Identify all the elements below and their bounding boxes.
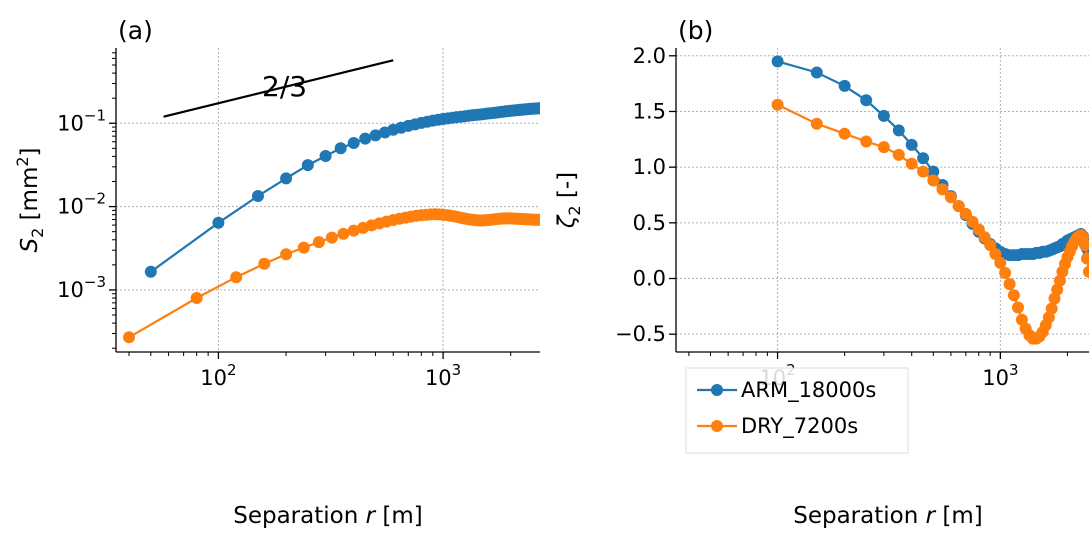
data-point-dry-7200s xyxy=(533,213,540,226)
series-line-arm-18000s xyxy=(777,60,1089,257)
data-point-dry-7200s xyxy=(312,236,325,249)
data-point-arm-18000s xyxy=(369,129,382,142)
data-point-arm-18000s xyxy=(892,124,905,137)
data-point-dry-7200s xyxy=(1079,239,1089,252)
data-point-dry-7200s xyxy=(258,257,271,270)
data-point-arm-18000s xyxy=(252,190,264,202)
data-point-dry-7200s xyxy=(944,191,957,204)
panel-b-y-axis-label: ζ2 [-] xyxy=(554,172,584,229)
panel-a-ticks: 102 103 10−3 10−2 10−1 xyxy=(57,52,512,390)
data-point-dry-7200s xyxy=(771,98,784,111)
data-point-arm-18000s xyxy=(927,165,940,178)
x-tick-label: 102 xyxy=(200,361,236,390)
series-line-dry-7200s xyxy=(777,103,1089,340)
series-line-arm-18000s xyxy=(150,107,540,273)
y-tick-label: 10−3 xyxy=(57,273,106,302)
legend-entry-dry: DRY_7200s xyxy=(697,414,858,439)
data-point-arm-18000s xyxy=(771,55,784,68)
y-tick-label: 1.0 xyxy=(633,155,666,179)
legend-frame xyxy=(685,367,909,454)
legend-marker-dry xyxy=(711,420,723,432)
data-point-dry-7200s xyxy=(999,266,1012,279)
data-point-dry-7200s xyxy=(936,183,949,196)
legend-entry-arm: ARM_18000s xyxy=(697,378,876,403)
data-point-dry-7200s xyxy=(860,135,873,148)
data-point-arm-18000s xyxy=(810,66,823,79)
data-point-dry-7200s xyxy=(959,207,972,220)
y-tick-label: 0.0 xyxy=(633,267,666,291)
data-point-dry-7200s xyxy=(190,292,203,304)
panel-b-plot-area xyxy=(771,55,1089,345)
data-point-dry-7200s xyxy=(952,200,965,213)
x-tick-label: 103 xyxy=(425,361,461,390)
data-point-arm-18000s xyxy=(334,142,347,155)
data-point-dry-7200s xyxy=(838,127,851,140)
data-point-dry-7200s xyxy=(994,256,1007,269)
y-tick-label: 10−1 xyxy=(57,106,106,135)
data-point-arm-18000s xyxy=(877,109,890,122)
data-point-arm-18000s xyxy=(534,102,540,115)
data-point-arm-18000s xyxy=(917,152,930,165)
data-point-arm-18000s xyxy=(860,94,873,107)
data-point-arm-18000s xyxy=(319,150,332,162)
panel-b-gridlines xyxy=(676,48,1089,352)
data-point-arm-18000s xyxy=(144,265,157,278)
data-point-dry-7200s xyxy=(325,231,338,244)
data-point-dry-7200s xyxy=(877,141,890,154)
reference-slope-line xyxy=(163,59,394,118)
data-point-dry-7200s xyxy=(917,165,930,178)
data-point-dry-7200s xyxy=(892,148,905,161)
legend: ARM_18000s DRY_7200s xyxy=(685,367,909,454)
y-tick-label: 1.5 xyxy=(633,99,666,123)
data-point-dry-7200s xyxy=(230,271,243,284)
reference-slope-label: 2/3 xyxy=(262,70,307,103)
panel-b-x-axis-label: Separation r [m] xyxy=(793,503,983,529)
legend-marker-arm xyxy=(711,384,723,396)
data-point-arm-18000s xyxy=(347,137,360,149)
data-point-dry-7200s xyxy=(984,239,997,252)
data-point-dry-7200s xyxy=(337,227,350,240)
data-point-arm-18000s xyxy=(359,132,372,145)
data-point-arm-18000s xyxy=(905,138,918,151)
data-point-arm-18000s xyxy=(301,159,314,172)
panel-a-plot-area xyxy=(123,59,540,344)
legend-label-dry: DRY_7200s xyxy=(741,414,858,439)
data-point-dry-7200s xyxy=(1083,265,1089,278)
panel-a-label: (a) xyxy=(118,16,153,45)
data-point-dry-7200s xyxy=(1081,252,1089,265)
data-point-dry-7200s xyxy=(347,224,360,237)
data-point-dry-7200s xyxy=(989,248,1002,260)
data-point-dry-7200s xyxy=(1007,289,1020,302)
panel-a-y-axis-label: S2 [mm2] xyxy=(13,147,47,252)
data-point-dry-7200s xyxy=(123,331,135,344)
data-point-dry-7200s xyxy=(810,117,823,130)
data-point-arm-18000s xyxy=(280,172,293,185)
data-point-dry-7200s xyxy=(1012,301,1024,314)
data-point-dry-7200s xyxy=(297,241,310,254)
panel-a-gridlines xyxy=(116,48,540,352)
x-tick-label: 103 xyxy=(982,361,1018,390)
y-tick-label: −0.5 xyxy=(615,322,666,346)
legend-label-arm: ARM_18000s xyxy=(741,378,876,403)
data-point-arm-18000s xyxy=(212,216,225,229)
y-tick-label: 0.5 xyxy=(633,211,666,235)
data-point-dry-7200s xyxy=(280,248,293,261)
y-tick-label: 2.0 xyxy=(633,44,666,68)
data-point-dry-7200s xyxy=(905,157,918,170)
data-point-dry-7200s xyxy=(927,174,940,187)
y-tick-label: 10−2 xyxy=(57,190,106,219)
data-point-dry-7200s xyxy=(1045,302,1058,315)
panel-a-x-axis-label: Separation r [m] xyxy=(233,503,423,529)
panel-b-label: (b) xyxy=(678,16,713,45)
data-point-dry-7200s xyxy=(1003,278,1016,291)
data-point-arm-18000s xyxy=(838,79,851,92)
